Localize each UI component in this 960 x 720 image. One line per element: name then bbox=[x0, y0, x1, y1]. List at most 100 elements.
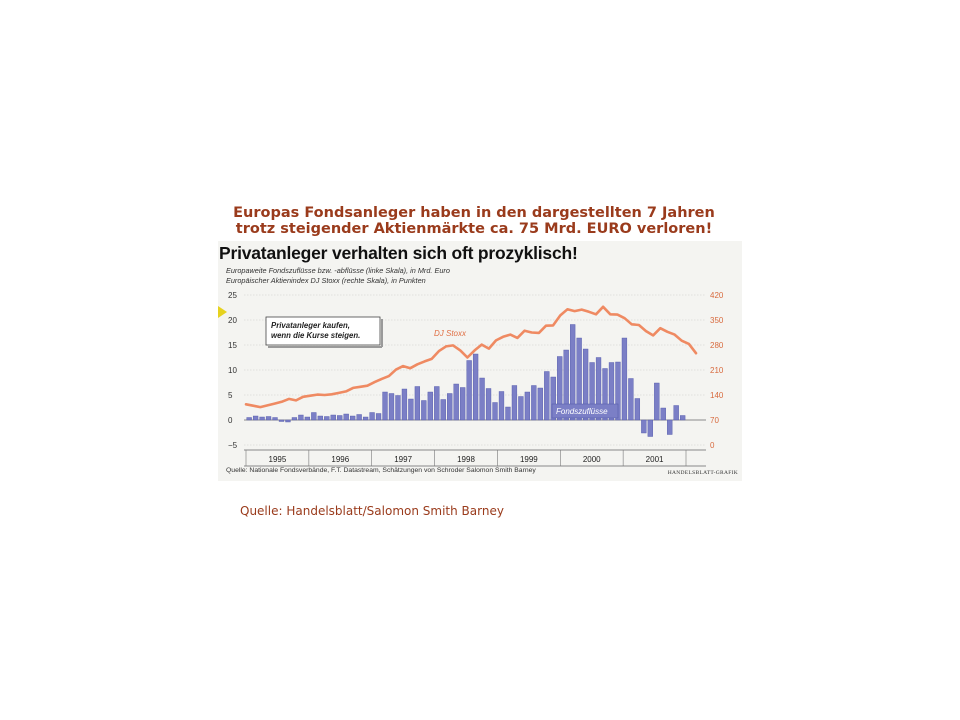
bar bbox=[285, 419, 291, 423]
bar bbox=[608, 362, 615, 421]
bar bbox=[343, 413, 349, 421]
bar bbox=[395, 395, 401, 421]
bar bbox=[602, 368, 608, 421]
y-right-tick-label: 420 bbox=[710, 291, 724, 300]
annotation-box bbox=[265, 316, 381, 346]
bar bbox=[576, 337, 582, 421]
bar bbox=[317, 415, 323, 421]
bar bbox=[641, 419, 647, 434]
bar bbox=[680, 415, 686, 421]
bar bbox=[382, 391, 388, 421]
series-line-dj-stoxx bbox=[244, 305, 698, 409]
bar bbox=[350, 415, 356, 421]
bar bbox=[589, 362, 595, 421]
bar bbox=[388, 393, 395, 421]
y-right-tick-label: 0 bbox=[710, 441, 715, 450]
bar bbox=[375, 413, 382, 421]
y-left-tick-label: 5 bbox=[228, 391, 233, 400]
page-caption: Quelle: Handelsblatt/Salomon Smith Barne… bbox=[240, 504, 504, 518]
x-tick-label: 1996 bbox=[331, 455, 349, 464]
chart-credit: HANDELSBLATT-GRAFIK bbox=[667, 470, 738, 476]
bar bbox=[479, 377, 485, 421]
bar bbox=[524, 391, 531, 421]
bar bbox=[291, 417, 298, 421]
bar bbox=[337, 415, 343, 421]
bar bbox=[654, 382, 660, 421]
bar bbox=[252, 415, 259, 421]
bar bbox=[298, 414, 304, 421]
y-left-tick-label: 25 bbox=[228, 291, 237, 300]
bar bbox=[595, 357, 602, 421]
x-tick-label: 1998 bbox=[457, 455, 475, 464]
chart-source: Quelle: Nationale Fondsverbände, F.T. Da… bbox=[226, 467, 536, 474]
y-right-tick-label: 210 bbox=[710, 366, 724, 375]
bar bbox=[311, 412, 317, 421]
bar bbox=[421, 400, 427, 421]
bar bbox=[369, 412, 375, 421]
bar bbox=[492, 402, 498, 421]
bar bbox=[447, 393, 453, 421]
bar bbox=[647, 419, 653, 437]
bar bbox=[356, 414, 362, 421]
chart-title: Privatanleger verhalten sich oft prozykl… bbox=[219, 243, 578, 263]
bar bbox=[563, 349, 569, 421]
series-label-box bbox=[551, 403, 619, 419]
chart-subtitle-1: Europaweite Fondszuflüsse bzw. -abflüsse… bbox=[226, 266, 450, 275]
bar bbox=[362, 416, 369, 421]
bar bbox=[615, 361, 621, 421]
chart-figure: Privatanleger verhalten sich oft prozykl… bbox=[218, 241, 742, 481]
bar bbox=[278, 419, 285, 422]
bar bbox=[518, 396, 524, 421]
bar bbox=[634, 398, 641, 421]
bar bbox=[324, 416, 330, 421]
bar bbox=[408, 398, 414, 421]
series-label-dj-stoxx: DJ Stoxx bbox=[434, 329, 467, 338]
bar bbox=[259, 416, 265, 421]
chart-plot: 25 20 15 10 5 0 −5 420 350 280 210 140 70 0 DJ Stoxx Fo… bbox=[228, 291, 724, 467]
x-tick-label: 1995 bbox=[269, 455, 287, 464]
annotation-text: wenn die Kurse steigen. bbox=[271, 331, 360, 340]
bar bbox=[401, 388, 408, 421]
bar bbox=[427, 391, 433, 421]
y-right-tick-label: 350 bbox=[710, 316, 724, 325]
bar bbox=[414, 386, 421, 421]
y-right-tick-label: 280 bbox=[710, 341, 724, 350]
bar bbox=[511, 385, 518, 421]
bar bbox=[537, 387, 543, 421]
bar bbox=[246, 417, 252, 421]
bar bbox=[570, 324, 576, 421]
bar bbox=[550, 376, 556, 421]
bar bbox=[673, 405, 679, 421]
bar bbox=[453, 383, 459, 421]
chart-subtitle-2: Europäischer Aktienindex DJ Stoxx (recht… bbox=[226, 276, 426, 285]
bar bbox=[544, 371, 550, 421]
y-left-tick-label: −5 bbox=[228, 441, 238, 450]
y-left-tick-label: 10 bbox=[228, 366, 237, 375]
bar bbox=[505, 406, 511, 421]
bar bbox=[582, 348, 589, 421]
bar bbox=[667, 419, 673, 435]
y-right-tick-label: 70 bbox=[710, 416, 719, 425]
bar bbox=[466, 360, 472, 421]
annotation-text: Privatanleger kaufen, bbox=[271, 321, 350, 330]
bar bbox=[440, 399, 446, 421]
bar bbox=[557, 356, 563, 421]
bar bbox=[265, 416, 272, 421]
headline-line-1: Europas Fondsanleger haben in den darges… bbox=[233, 205, 715, 221]
headline: Europas Fondsanleger haben in den darges… bbox=[218, 205, 730, 237]
x-tick-label: 2000 bbox=[583, 455, 601, 464]
bar bbox=[498, 391, 505, 421]
headline-line-2: trotz steigender Aktienmärkte ca. 75 Mrd… bbox=[235, 221, 713, 237]
bar bbox=[660, 407, 666, 421]
series-label-fondszufluesse: Fondszuflüsse bbox=[556, 407, 608, 416]
bar bbox=[628, 378, 634, 421]
y-left-tick-label: 20 bbox=[228, 316, 237, 325]
bar bbox=[485, 388, 492, 421]
y-right-tick-label: 140 bbox=[710, 391, 724, 400]
bar bbox=[304, 416, 311, 421]
x-tick-label: 2001 bbox=[646, 455, 664, 464]
bar bbox=[472, 353, 479, 421]
bar bbox=[460, 387, 466, 421]
x-tick-label: 1997 bbox=[394, 455, 412, 464]
bar bbox=[531, 385, 537, 421]
